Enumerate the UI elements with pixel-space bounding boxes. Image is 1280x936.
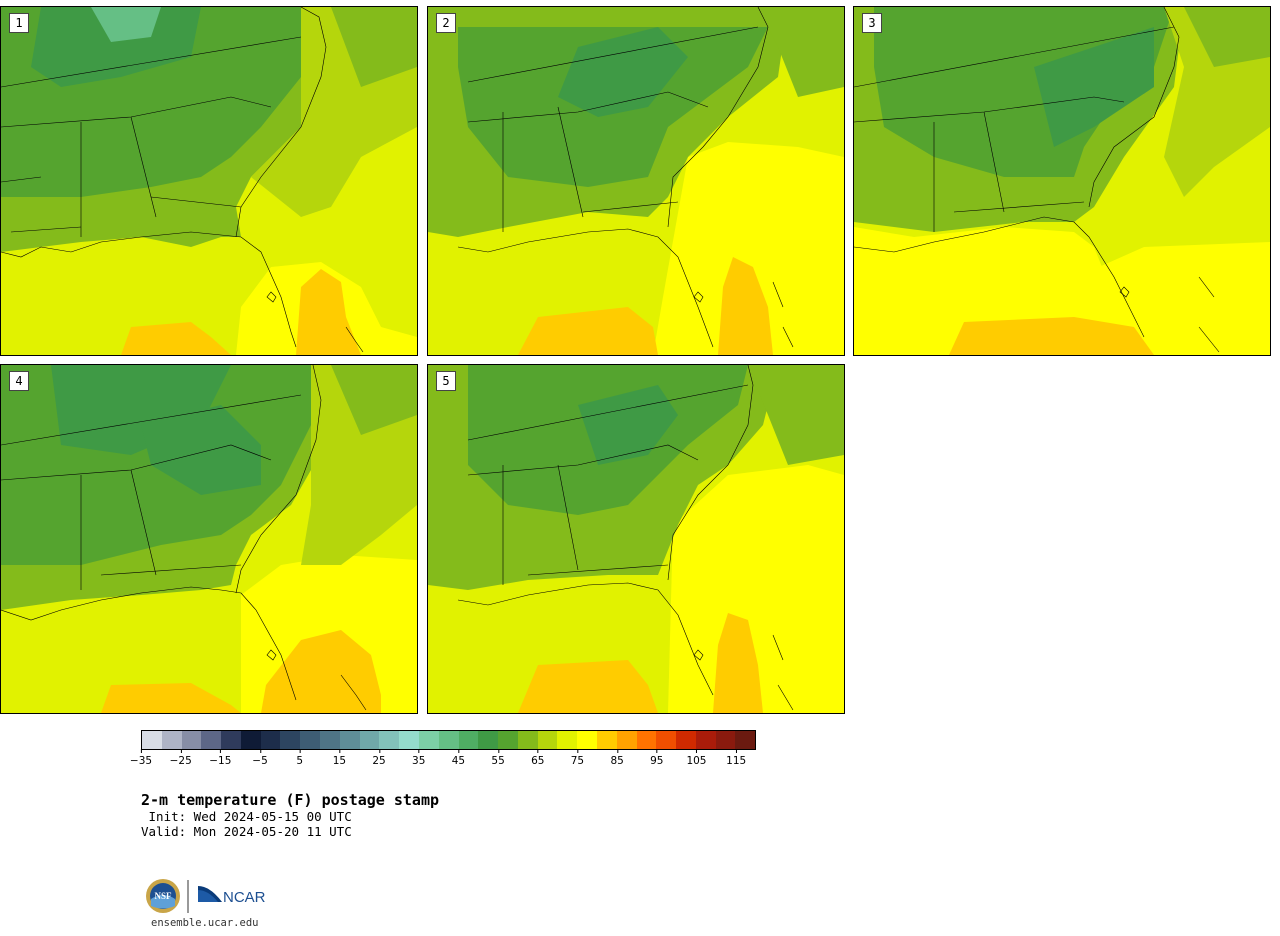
colorbar-swatch bbox=[577, 731, 597, 749]
colorbar-tick: 105 bbox=[686, 749, 706, 767]
colorbar-tick: 25 bbox=[372, 749, 386, 767]
colorbar-swatch bbox=[221, 731, 241, 749]
nsf-logo-text: NSF bbox=[154, 891, 172, 901]
colorbar-swatch bbox=[656, 731, 677, 749]
colorbar-swatch bbox=[438, 731, 459, 749]
colorbar-tick: −15 bbox=[209, 749, 231, 767]
colorbar-swatch bbox=[181, 731, 202, 749]
colorbar-swatch bbox=[616, 731, 637, 749]
colorbar-swatch bbox=[142, 731, 162, 749]
colorbar-swatch bbox=[399, 731, 419, 749]
nsf-logo-icon: NSF bbox=[146, 879, 180, 913]
temperature-map bbox=[1, 365, 417, 713]
ncar-logo-icon: NCAR bbox=[198, 886, 266, 906]
init-time: Init: Wed 2024-05-15 00 UTC bbox=[141, 809, 352, 824]
valid-time: Valid: Mon 2024-05-20 11 UTC bbox=[141, 824, 352, 839]
panel-number-label: 2 bbox=[436, 13, 456, 33]
colorbar-swatch bbox=[161, 731, 182, 749]
colorbar-tick: 35 bbox=[412, 749, 425, 767]
panel-number-label: 4 bbox=[9, 371, 29, 391]
panel-number-label: 3 bbox=[862, 13, 882, 33]
temperature-map bbox=[854, 7, 1270, 355]
colorbar-tick: 95 bbox=[650, 749, 663, 767]
colorbar-tick: −25 bbox=[170, 749, 192, 767]
colorbar-swatch bbox=[300, 731, 321, 749]
temperature-colorbar bbox=[141, 730, 756, 750]
colorbar-swatch bbox=[498, 731, 518, 749]
colorbar-swatch bbox=[537, 731, 558, 749]
colorbar-tick: 15 bbox=[333, 749, 346, 767]
logos: NSF NCAR bbox=[144, 876, 284, 916]
colorbar-swatch bbox=[320, 731, 340, 749]
colorbar-swatch bbox=[260, 731, 281, 749]
colorbar-swatch bbox=[715, 731, 736, 749]
colorbar-tick: 5 bbox=[296, 749, 303, 767]
colorbar-tick: −35 bbox=[130, 749, 152, 767]
colorbar-swatch bbox=[201, 731, 222, 749]
temperature-map bbox=[428, 7, 844, 355]
colorbar-swatch bbox=[695, 731, 716, 749]
website-url: ensemble.ucar.edu bbox=[151, 917, 259, 929]
ncar-logo-text: NCAR bbox=[223, 889, 266, 906]
colorbar-tick: 55 bbox=[491, 749, 505, 767]
colorbar-swatch bbox=[379, 731, 400, 749]
colorbar-tick: 85 bbox=[610, 749, 624, 767]
colorbar-swatch bbox=[636, 731, 657, 749]
colorbar-swatch bbox=[240, 731, 261, 749]
panel-number-label: 5 bbox=[436, 371, 456, 391]
ensemble-member-panel-2[interactable]: 2 bbox=[427, 6, 845, 356]
colorbar-swatch bbox=[280, 731, 301, 749]
temperature-map bbox=[1, 7, 417, 355]
colorbar-swatch bbox=[557, 731, 578, 749]
colorbar-tick-labels: −35 −25 −15 −5 5 15 25 35 45 55 65 75 85 95 105 115 bbox=[130, 749, 756, 770]
temperature-map bbox=[428, 365, 844, 713]
colorbar-tick: 65 bbox=[531, 749, 544, 767]
colorbar-swatch bbox=[339, 731, 360, 749]
ensemble-member-panel-4[interactable]: 4 bbox=[0, 364, 418, 714]
ensemble-member-panel-3[interactable]: 3 bbox=[853, 6, 1271, 356]
chart-title: 2-m temperature (F) postage stamp bbox=[141, 791, 440, 809]
colorbar-swatch bbox=[458, 731, 479, 749]
panel-number-label: 1 bbox=[9, 13, 29, 33]
colorbar-tick: −5 bbox=[252, 749, 268, 767]
colorbar-tick: 115 bbox=[726, 749, 746, 767]
colorbar-tick: 75 bbox=[571, 749, 584, 767]
colorbar-swatch bbox=[359, 731, 380, 749]
colorbar-swatch bbox=[478, 731, 499, 749]
colorbar-swatch bbox=[517, 731, 538, 749]
ensemble-member-panel-1[interactable]: 1 bbox=[0, 6, 418, 356]
ensemble-member-panel-5[interactable]: 5 bbox=[427, 364, 845, 714]
colorbar-swatch bbox=[596, 731, 617, 749]
colorbar-swatch bbox=[735, 731, 756, 749]
colorbar-swatch bbox=[676, 731, 696, 749]
colorbar-tick: 45 bbox=[452, 749, 465, 767]
colorbar-swatch bbox=[418, 731, 439, 749]
